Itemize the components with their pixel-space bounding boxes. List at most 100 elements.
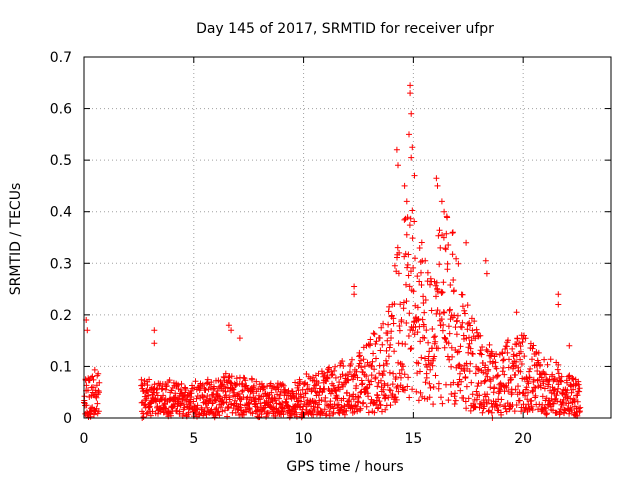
data-point (353, 382, 360, 389)
data-point (406, 394, 413, 401)
data-point (448, 363, 455, 370)
data-point (477, 400, 484, 407)
data-point (521, 353, 528, 360)
data-point (358, 364, 365, 371)
data-point (518, 361, 525, 367)
data-point (263, 413, 270, 420)
data-point (435, 380, 442, 387)
data-point (217, 404, 224, 411)
data-point (418, 269, 424, 276)
data-point (442, 336, 449, 342)
data-point (410, 288, 417, 295)
data-point (194, 402, 201, 409)
data-point (522, 335, 529, 342)
data-point (441, 208, 448, 215)
data-point (388, 335, 394, 341)
data-point (414, 329, 421, 336)
data-point (500, 357, 506, 364)
data-point (293, 390, 300, 397)
data-point (144, 382, 151, 389)
data-point (453, 331, 460, 338)
data-point (220, 400, 227, 406)
data-point (463, 335, 470, 342)
data-point (310, 385, 317, 392)
data-point (302, 390, 309, 397)
data-point (379, 408, 385, 415)
data-point (214, 388, 221, 394)
data-point (517, 368, 524, 375)
data-point (154, 392, 161, 399)
data-point (280, 411, 287, 418)
data-point (231, 389, 238, 396)
data-point (178, 380, 185, 387)
data-point (264, 383, 271, 390)
data-point (357, 357, 364, 364)
data-point (504, 349, 511, 356)
data-point (327, 398, 334, 405)
data-point (408, 268, 414, 275)
data-point (400, 363, 407, 370)
data-point (408, 154, 415, 161)
data-point (505, 388, 512, 395)
data-point (455, 260, 462, 267)
data-point (524, 396, 531, 403)
data-point (257, 400, 264, 407)
data-point (95, 408, 102, 415)
data-point (185, 409, 192, 416)
data-point (387, 341, 394, 348)
data-point (380, 368, 387, 375)
data-point (230, 386, 237, 393)
data-point (473, 388, 480, 395)
data-point (318, 397, 325, 403)
data-point (497, 386, 504, 393)
y-tick-label: 0.3 (50, 256, 72, 272)
data-point (344, 389, 350, 396)
data-point (92, 387, 99, 394)
data-point (372, 341, 379, 347)
data-point (90, 376, 97, 383)
data-point (85, 387, 91, 394)
data-point (477, 347, 484, 354)
data-point (371, 331, 378, 338)
data-point (228, 327, 235, 334)
data-point (467, 322, 473, 329)
data-point (500, 364, 507, 371)
data-point (360, 356, 367, 363)
x-tick-label: 0 (80, 431, 89, 447)
data-point (462, 310, 468, 317)
data-point (406, 283, 413, 290)
data-point (163, 382, 170, 389)
data-point (268, 389, 275, 396)
data-point (93, 394, 100, 401)
data-point (355, 393, 361, 400)
data-point (457, 370, 463, 377)
data-point (568, 407, 575, 413)
data-point (386, 303, 393, 310)
data-point (384, 382, 391, 389)
data-point (571, 397, 578, 404)
data-point (426, 394, 433, 401)
data-point (417, 259, 424, 265)
data-point (522, 392, 529, 399)
data-point (330, 405, 337, 412)
data-point (199, 381, 206, 388)
data-point (434, 307, 441, 314)
data-point (372, 374, 379, 381)
data-point (396, 327, 403, 334)
data-point (322, 394, 329, 401)
data-point (392, 394, 399, 401)
data-point (406, 310, 413, 317)
data-point (380, 362, 387, 369)
data-point (393, 146, 400, 153)
data-point (331, 367, 338, 374)
data-point (405, 272, 412, 279)
data-point (520, 335, 526, 342)
data-point (356, 352, 363, 359)
data-point (365, 409, 372, 416)
data-point (430, 384, 437, 390)
data-point (371, 366, 378, 373)
data-point (151, 327, 158, 334)
data-point (143, 387, 150, 394)
data-point (321, 406, 328, 413)
data-point (466, 368, 473, 375)
